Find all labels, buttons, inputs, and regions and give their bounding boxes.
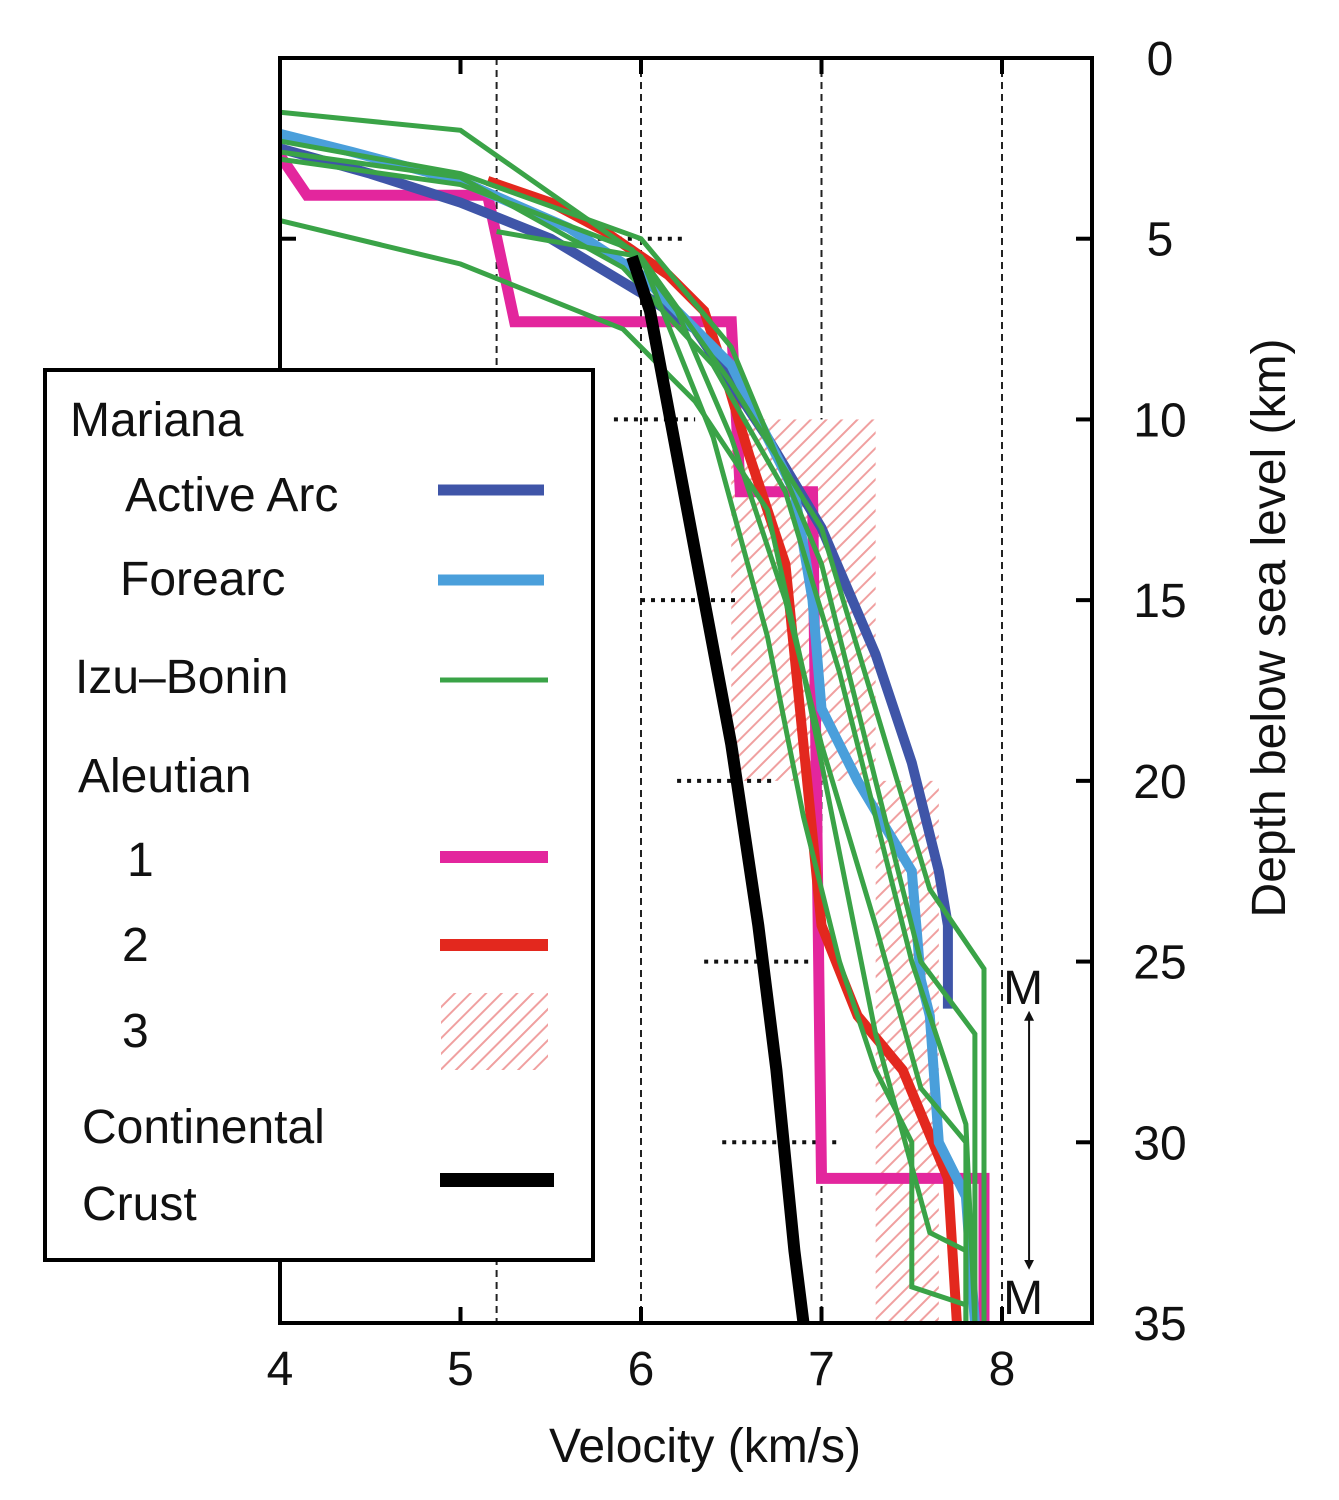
y-tick-label-25: 25 — [1133, 937, 1186, 990]
series-line-izu-bonin-0 — [280, 109, 987, 1323]
x-tick-label-8: 8 — [989, 1343, 1016, 1396]
y-tick-label-10: 10 — [1133, 394, 1186, 447]
legend-label-izu-bonin: Izu–Bonin — [75, 651, 289, 704]
y-tick-label-20: 20 — [1133, 756, 1186, 809]
series-lines — [280, 109, 990, 1323]
series-line-izu-bonin-2 — [280, 149, 978, 1323]
legend-group-aleutian: Aleutian — [78, 750, 251, 803]
y-tick-label-30: 30 — [1133, 1117, 1186, 1170]
x-tick-label-6: 6 — [628, 1343, 655, 1396]
legend-label-aleutian-1: 1 — [127, 834, 154, 887]
y-axis-label: Depth below sea level (km) — [1243, 339, 1296, 918]
axis-ticks: 4 5 6 7 8 0 5 10 15 20 25 30 35 — [267, 33, 1187, 1396]
moho-label-top: M — [1003, 962, 1043, 1015]
y-tick-label-35: 35 — [1133, 1298, 1186, 1351]
y-tick-label-5: 5 — [1147, 214, 1174, 267]
legend-label-continental-line1: Continental — [82, 1101, 325, 1154]
legend-label-forearc: Forearc — [120, 553, 285, 606]
x-tick-label-7: 7 — [808, 1343, 835, 1396]
series-line-izu-bonin-5 — [496, 229, 967, 1308]
moho-annotation: M M — [1003, 962, 1043, 1325]
series-line-izu-bonin-1 — [280, 138, 978, 1323]
series-line-izu-bonin-4 — [280, 156, 969, 1323]
legend-group-mariana: Mariana — [70, 394, 244, 447]
legend-label-aleutian-2: 2 — [122, 919, 149, 972]
legend: Mariana Active Arc Forearc Izu–Bonin Ale… — [43, 368, 595, 1262]
x-axis-label: Velocity (km/s) — [549, 1420, 861, 1473]
x-tick-label-4: 4 — [267, 1343, 294, 1396]
y-tick-label-0: 0 — [1147, 33, 1174, 86]
legend-swatch-aleutian-3 — [441, 993, 548, 1070]
legend-label-aleutian-3: 3 — [122, 1005, 149, 1058]
legend-label-continental-line2: Crust — [82, 1178, 197, 1231]
y-tick-label-15: 15 — [1133, 575, 1186, 628]
series-line-continental — [626, 254, 810, 1323]
legend-box — [43, 368, 595, 1262]
moho-label-bottom: M — [1003, 1272, 1043, 1325]
x-tick-label-5: 5 — [447, 1343, 474, 1396]
legend-label-active-arc: Active Arc — [125, 469, 338, 522]
